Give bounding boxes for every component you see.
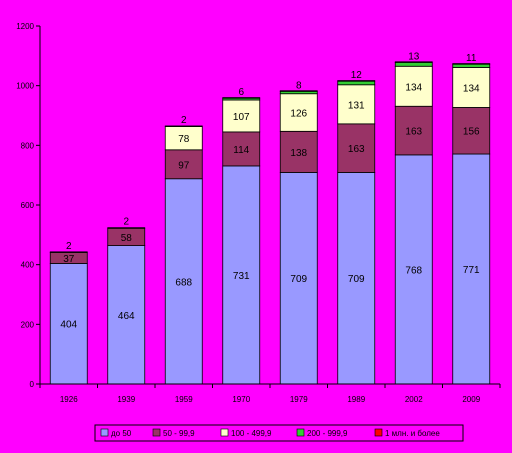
y-tick-label: 0 bbox=[30, 380, 35, 389]
bar-segment bbox=[107, 227, 146, 229]
data-label: 97 bbox=[178, 160, 190, 171]
legend-swatch bbox=[220, 428, 229, 437]
bar-segment bbox=[164, 125, 203, 127]
bar-segment bbox=[452, 67, 491, 108]
data-label: 731 bbox=[233, 271, 250, 282]
bar-segment bbox=[49, 251, 88, 253]
bar-segment bbox=[279, 172, 318, 385]
legend-label: 200 - 999,9 bbox=[307, 429, 348, 438]
legend-label: до 50 bbox=[111, 429, 132, 438]
bar-segment bbox=[222, 165, 261, 385]
data-label: 78 bbox=[178, 134, 190, 145]
data-label: 163 bbox=[405, 127, 422, 138]
x-tick-label: 1926 bbox=[60, 395, 78, 404]
y-axis: 0 200 400 600 800 1000 1200 bbox=[16, 22, 41, 389]
data-label: 2 bbox=[181, 115, 187, 126]
data-label: 768 bbox=[405, 265, 422, 276]
data-label: 126 bbox=[290, 109, 307, 120]
data-label: 2 bbox=[123, 217, 129, 228]
data-label: 12 bbox=[351, 70, 363, 81]
data-label: 464 bbox=[118, 311, 135, 322]
bars bbox=[49, 61, 491, 385]
data-labels: 404 37 2 464 58 2 688 97 78 2 731 114 107 6 709 138 126 8… bbox=[60, 51, 480, 330]
legend-swatch bbox=[100, 428, 109, 437]
legend: до 50 50 - 99,9 100 - 499,9 200 - 999,9 1 мл… bbox=[94, 424, 464, 442]
bar-segment bbox=[279, 90, 318, 92]
data-label: 37 bbox=[63, 254, 75, 265]
data-label: 13 bbox=[408, 51, 420, 62]
bar-segment bbox=[107, 245, 146, 385]
x-tick-label: 1970 bbox=[232, 395, 250, 404]
legend-box bbox=[94, 424, 464, 442]
x-tick-label: 1979 bbox=[290, 395, 308, 404]
x-tick-label: 1989 bbox=[347, 395, 365, 404]
bar-segment bbox=[394, 61, 433, 67]
data-label: 134 bbox=[405, 82, 422, 93]
data-label: 163 bbox=[348, 144, 365, 155]
data-label: 131 bbox=[348, 100, 365, 111]
bar-segment bbox=[49, 263, 88, 385]
legend-label: 1 млн. и более bbox=[385, 429, 440, 438]
data-label: 771 bbox=[463, 265, 480, 276]
data-label: 58 bbox=[121, 233, 133, 244]
data-label: 114 bbox=[233, 145, 249, 156]
data-label: 709 bbox=[290, 274, 307, 285]
bar-segment bbox=[337, 80, 376, 82]
data-label: 6 bbox=[238, 87, 244, 98]
bar-segment bbox=[164, 178, 203, 385]
bar-segment bbox=[337, 84, 376, 125]
legend-swatch bbox=[152, 428, 161, 437]
data-label: 2 bbox=[66, 241, 72, 252]
bar-segment bbox=[394, 61, 433, 63]
y-tick-label: 400 bbox=[21, 261, 35, 270]
y-tick-label: 1000 bbox=[16, 82, 34, 91]
x-tick-label: 1939 bbox=[117, 395, 135, 404]
bar-segment bbox=[452, 153, 491, 385]
bar-segment bbox=[222, 97, 261, 99]
bar-segment bbox=[279, 93, 318, 132]
bar-segment bbox=[222, 131, 261, 167]
bar-segment bbox=[337, 123, 376, 173]
y-tick-label: 200 bbox=[21, 320, 35, 329]
y-tick-label: 1200 bbox=[16, 22, 34, 31]
data-label: 134 bbox=[463, 83, 480, 94]
y-tick-label: 600 bbox=[21, 201, 35, 210]
x-tick-label: 2009 bbox=[462, 395, 480, 404]
data-label: 138 bbox=[290, 148, 307, 159]
data-label: 688 bbox=[175, 277, 192, 288]
data-label: 11 bbox=[466, 53, 477, 64]
legend-label: 50 - 99,9 bbox=[163, 429, 195, 438]
bar-segment bbox=[164, 149, 203, 180]
data-label: 107 bbox=[233, 112, 250, 123]
bar-segment bbox=[337, 172, 376, 385]
data-label: 156 bbox=[463, 127, 480, 138]
bar-segment bbox=[337, 80, 376, 86]
bar-segment bbox=[452, 63, 491, 68]
legend-swatch bbox=[374, 428, 383, 437]
y-tick-label: 800 bbox=[21, 141, 35, 150]
bar-segment bbox=[394, 105, 433, 156]
x-axis: 1926 1939 1959 1970 1979 1989 2002 2009 bbox=[39, 383, 501, 404]
bar-segment bbox=[394, 65, 433, 107]
bar-segment bbox=[452, 63, 491, 65]
data-label: 709 bbox=[348, 274, 365, 285]
legend-swatch bbox=[296, 428, 305, 437]
x-tick-label: 1959 bbox=[175, 395, 193, 404]
data-label: 404 bbox=[60, 320, 77, 331]
data-label: 8 bbox=[296, 80, 302, 91]
bar-segment bbox=[222, 99, 261, 133]
legend-label: 100 - 499,9 bbox=[231, 429, 272, 438]
x-tick-label: 2002 bbox=[405, 395, 423, 404]
